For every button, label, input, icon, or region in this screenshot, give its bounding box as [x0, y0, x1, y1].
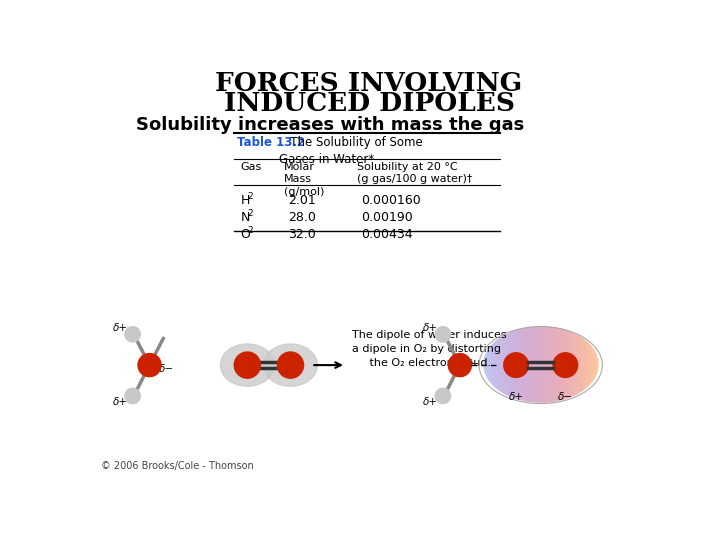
Text: 2: 2 [248, 226, 253, 235]
Text: Gas: Gas [240, 162, 261, 172]
Ellipse shape [264, 344, 318, 386]
Text: δ+: δ+ [113, 323, 128, 333]
Text: 0.00434: 0.00434 [361, 228, 413, 241]
Text: N: N [240, 211, 250, 224]
Circle shape [125, 388, 140, 403]
Text: 2: 2 [248, 192, 253, 201]
Text: INDUCED DIPOLES: INDUCED DIPOLES [223, 91, 515, 116]
Circle shape [277, 352, 304, 378]
Text: 32.0: 32.0 [288, 228, 316, 241]
Ellipse shape [220, 344, 274, 386]
Text: Solubility increases with mass the gas: Solubility increases with mass the gas [136, 116, 525, 133]
Text: 0.00190: 0.00190 [361, 211, 413, 224]
Text: 2: 2 [248, 209, 253, 218]
Text: δ+: δ+ [508, 393, 523, 402]
Circle shape [125, 327, 140, 342]
Circle shape [138, 354, 161, 377]
Text: FORCES INVOLVING: FORCES INVOLVING [215, 71, 523, 96]
Text: © 2006 Brooks/Cole - Thomson: © 2006 Brooks/Cole - Thomson [101, 461, 253, 471]
Text: Table 13.2: Table 13.2 [238, 136, 305, 148]
Text: The dipole of water induces
a dipole in O₂ by distorting
     the O₂ electron cl: The dipole of water induces a dipole in … [352, 330, 507, 368]
Text: O: O [240, 228, 251, 241]
Circle shape [553, 353, 577, 377]
Circle shape [435, 327, 451, 342]
Text: H: H [240, 194, 250, 207]
Text: Solubility at 20 °C
(g gas/100 g water)†: Solubility at 20 °C (g gas/100 g water)† [357, 162, 473, 184]
Text: δ+: δ+ [423, 323, 438, 333]
Text: 0.000160: 0.000160 [361, 194, 421, 207]
Circle shape [234, 352, 261, 378]
Circle shape [435, 388, 451, 403]
Text: δ−: δ− [159, 364, 174, 374]
Circle shape [449, 354, 472, 377]
Text: δ−: δ− [558, 393, 573, 402]
Text: The Solubility of Some
Gases in Water*: The Solubility of Some Gases in Water* [279, 136, 423, 166]
Text: δ−: δ− [466, 359, 481, 369]
Circle shape [504, 353, 528, 377]
Text: δ+: δ+ [423, 397, 438, 407]
Text: 2.01: 2.01 [288, 194, 316, 207]
Text: Molar
Mass
(g/mol): Molar Mass (g/mol) [284, 162, 325, 197]
Text: 28.0: 28.0 [288, 211, 316, 224]
Text: δ+: δ+ [113, 397, 128, 407]
